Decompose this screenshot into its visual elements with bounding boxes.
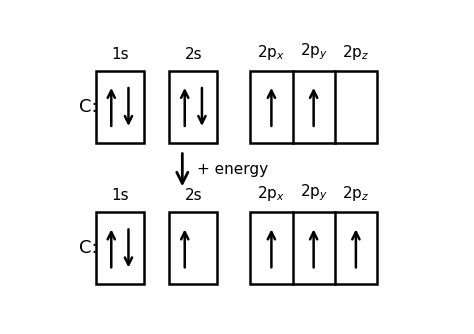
Text: 1s: 1s (111, 188, 128, 203)
Text: 2p$_y$: 2p$_y$ (300, 41, 328, 62)
Text: 2s: 2s (184, 188, 202, 203)
Bar (96, 71, 144, 143)
Text: C:: C: (80, 239, 98, 258)
Text: 2p$_z$: 2p$_z$ (342, 43, 370, 62)
Text: 2s: 2s (184, 47, 202, 62)
Text: + energy: + energy (197, 162, 268, 177)
Text: 1s: 1s (111, 47, 128, 62)
Text: 2p$_x$: 2p$_x$ (257, 184, 285, 203)
Bar (169, 71, 217, 143)
Bar (250, 212, 377, 285)
Bar (169, 212, 217, 285)
Text: 2p$_x$: 2p$_x$ (257, 43, 285, 62)
Text: 2p$_z$: 2p$_z$ (342, 184, 370, 203)
Text: 2p$_y$: 2p$_y$ (300, 183, 328, 203)
Bar (96, 212, 144, 285)
Text: C:: C: (80, 98, 98, 116)
Bar (250, 71, 377, 143)
